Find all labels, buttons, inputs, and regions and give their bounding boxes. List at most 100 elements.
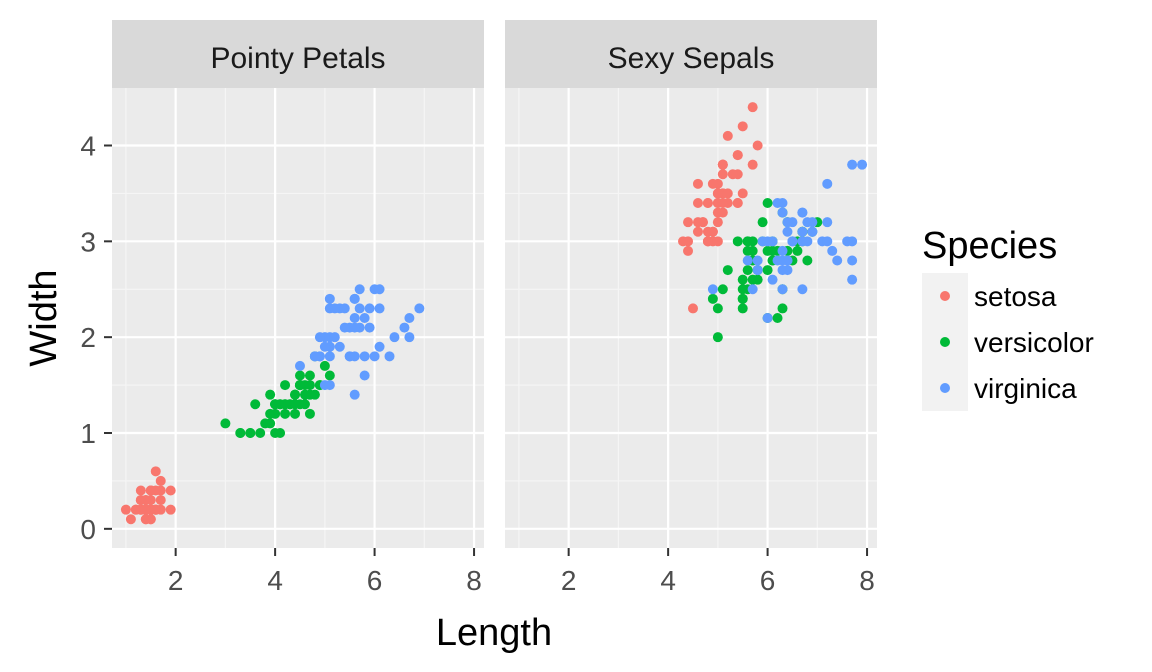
point-setosa [737,121,748,132]
point-setosa [140,504,151,515]
panel-sexy-sepals: Sexy Sepals [505,20,877,548]
point-setosa [732,198,743,208]
point-virginica [707,284,718,295]
x-tick-label: 6 [367,565,383,596]
point-versicolor [245,428,256,438]
point-versicolor [304,370,315,381]
legend: Species setosa versicolor virginica [922,225,1094,411]
point-setosa [120,504,131,515]
y-axis-title: Width [23,269,65,366]
x-tick-label: 2 [168,565,184,596]
point-setosa [752,140,763,151]
point-versicolor [762,245,773,256]
legend-dot-setosa [940,291,950,301]
point-virginica [787,236,798,247]
point-versicolor [299,399,310,410]
point-virginica [324,380,335,391]
point-versicolor [235,428,246,438]
gridlines-2 [505,88,877,548]
point-versicolor [324,370,335,381]
point-virginica [404,332,415,343]
point-virginica [349,313,360,323]
point-virginica [772,198,783,208]
point-versicolor [712,332,723,343]
point-setosa [692,226,703,237]
legend-label-versicolor: versicolor [974,327,1094,358]
panel-pointy-petals: Pointy Petals [112,20,484,548]
point-virginica [404,313,415,323]
point-virginica [797,207,808,218]
x-tick-label: 8 [859,565,875,596]
point-versicolor [280,380,291,391]
point-setosa [692,198,703,208]
point-setosa [683,217,694,228]
point-versicolor [294,380,305,391]
point-versicolor [260,418,271,429]
point-setosa [125,514,136,525]
x-tick-label: 6 [760,565,776,596]
point-setosa [712,236,723,247]
point-versicolor [737,284,748,295]
point-virginica [364,303,375,314]
gridlines-1 [112,88,484,548]
point-setosa [722,188,733,199]
legend-label-setosa: setosa [974,281,1057,312]
point-virginica [757,236,768,247]
point-versicolor [717,284,728,295]
point-setosa [140,514,151,525]
point-versicolor [304,408,315,419]
point-setosa [687,303,698,314]
point-versicolor [762,265,773,276]
point-setosa [135,485,146,496]
point-versicolor [737,293,748,304]
point-setosa [145,485,156,496]
legend-dot-versicolor [940,337,950,347]
point-virginica [339,303,350,314]
point-virginica [752,265,763,276]
point-virginica [374,303,385,314]
point-setosa [707,178,718,189]
point-virginica [822,178,833,189]
x-axis-title: Length [436,612,552,654]
point-virginica [359,313,370,323]
y-tick-label: 0 [80,514,96,545]
x-tick-label: 4 [660,565,676,596]
point-setosa [683,236,694,247]
point-virginica [827,245,838,256]
point-versicolor [742,265,753,276]
y-tick-label: 3 [80,226,96,257]
point-virginica [847,236,858,247]
point-setosa [737,188,748,199]
point-setosa [155,495,166,506]
point-virginica [314,332,325,343]
point-versicolor [270,408,281,419]
point-virginica [752,255,763,266]
point-virginica [369,351,380,362]
point-virginica [389,332,400,343]
point-versicolor [737,303,748,314]
point-virginica [847,159,858,170]
point-versicolor [304,380,315,391]
point-setosa [727,169,738,180]
strip-label-1: Pointy Petals [210,42,385,75]
x-tick-label: 2 [561,565,577,596]
point-virginica [847,255,858,266]
point-virginica [359,351,370,362]
point-versicolor [294,370,305,381]
strip-label-2: Sexy Sepals [608,42,775,75]
point-versicolor [722,265,733,276]
point-virginica [354,303,365,314]
point-versicolor [762,198,773,208]
panel-background-1 [112,88,484,548]
point-virginica [294,360,305,371]
point-virginica [329,332,340,343]
point-virginica [832,255,843,266]
point-virginica [807,226,818,237]
y-tick-label: 2 [80,322,96,353]
point-versicolor [752,274,763,285]
panel-background-2 [505,88,877,548]
point-virginica [797,284,808,295]
point-virginica [384,351,395,362]
point-virginica [822,217,833,228]
point-versicolor [275,428,286,438]
